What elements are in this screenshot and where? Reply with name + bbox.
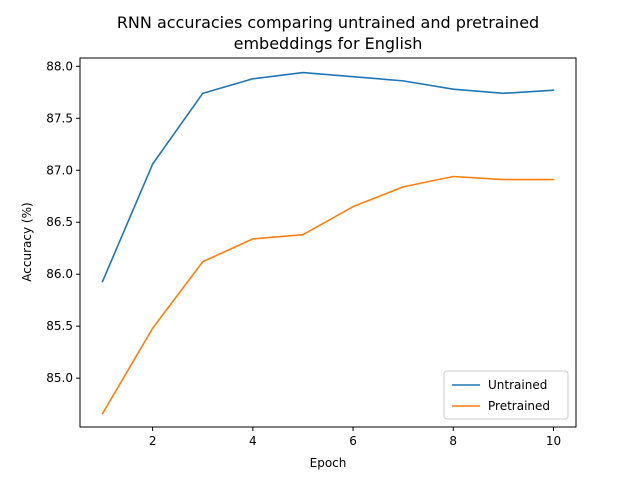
y-tick-label: 85.0 <box>46 371 73 385</box>
x-axis-label: Epoch <box>310 456 347 470</box>
chart-title-line-2: embeddings for English <box>234 34 423 53</box>
x-tick-label: 8 <box>449 434 457 448</box>
chart-title-line-1: RNN accuracies comparing untrained and p… <box>117 13 539 32</box>
x-tick-label: 2 <box>149 434 157 448</box>
y-tick-label: 87.0 <box>46 163 73 177</box>
x-tick-label: 4 <box>249 434 257 448</box>
legend-box <box>443 370 569 420</box>
y-tick-label: 85.5 <box>46 319 73 333</box>
legend-label-pretrained: Pretrained <box>488 399 550 413</box>
x-tick-label: 10 <box>546 434 561 448</box>
y-tick-label: 87.5 <box>46 111 73 125</box>
y-tick-label: 86.5 <box>46 215 73 229</box>
series-line-untrained <box>101 71 555 283</box>
plot-frame <box>79 57 577 428</box>
y-tick-label: 88.0 <box>46 59 73 73</box>
legend: Untrained Pretrained <box>443 370 569 420</box>
x-tick-label: 6 <box>349 434 357 448</box>
y-axis-label: Accuracy (%) <box>20 202 34 281</box>
y-tick-label: 86.0 <box>46 267 73 281</box>
legend-label-untrained: Untrained <box>488 378 547 392</box>
series-line-pretrained <box>101 175 555 415</box>
